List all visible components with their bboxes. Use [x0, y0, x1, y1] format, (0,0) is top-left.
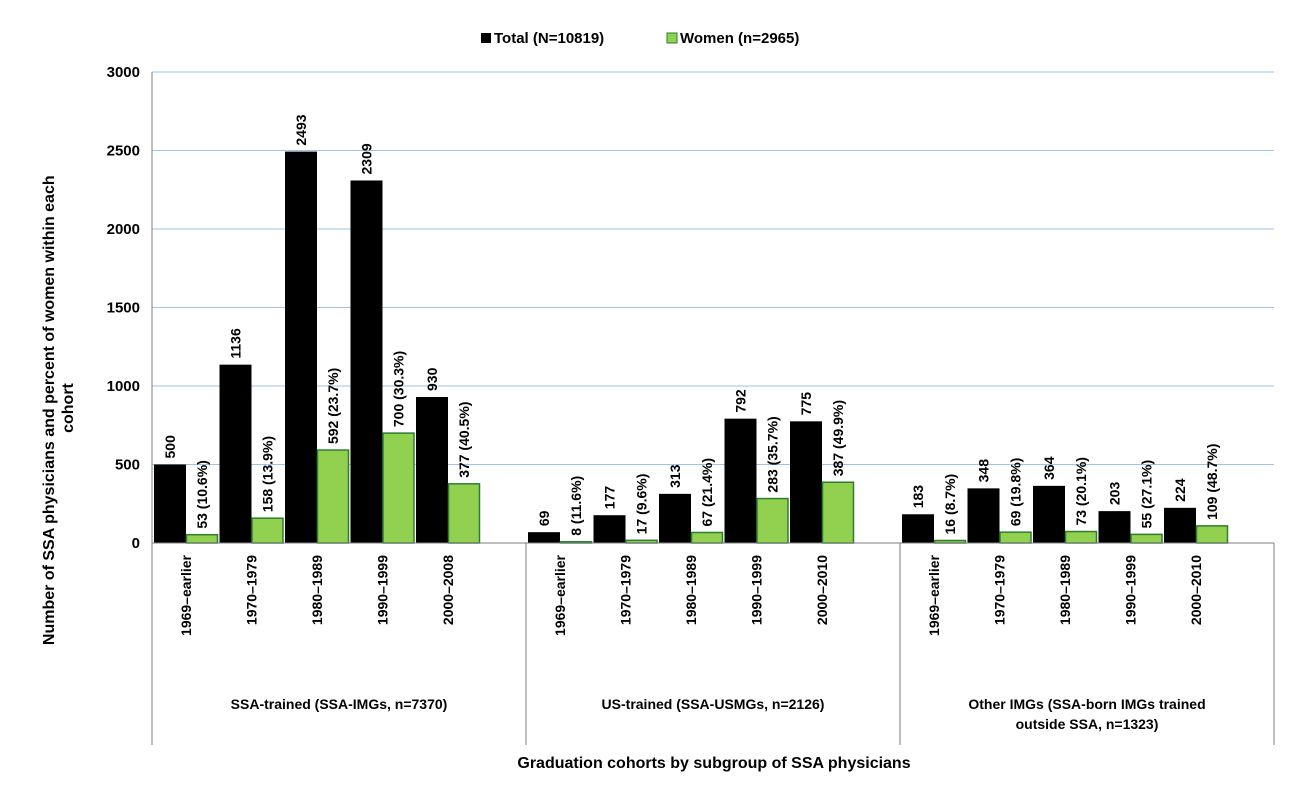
group-label: US-trained (SSA-USMGs, n=2126) — [602, 696, 825, 712]
bar-women — [1064, 530, 1098, 544]
bar-total — [1164, 507, 1196, 543]
bar-total — [285, 151, 317, 543]
data-label-women: 55 (27.1%) — [1139, 460, 1155, 528]
data-label-total: 177 — [602, 486, 618, 510]
x-tick-label: 2000–2010 — [814, 555, 830, 625]
legend-swatch-women — [666, 32, 678, 44]
data-label-women: 17 (9.6%) — [634, 474, 650, 535]
bar-women — [251, 517, 284, 544]
bar-total — [416, 396, 448, 543]
x-tick-label: 2000–2008 — [440, 555, 456, 625]
axes — [151, 72, 1275, 745]
x-tick-label: 1980–1989 — [309, 555, 325, 625]
data-label-women: 283 (35.7%) — [765, 416, 781, 492]
bar-women — [756, 497, 789, 544]
data-label-women: 109 (48.7%) — [1204, 444, 1220, 520]
y-tick-label: 500 — [115, 457, 140, 474]
bar-total — [1098, 511, 1131, 543]
x-tick-label: 1990–1999 — [375, 555, 391, 625]
x-tick-label: 1969–earlier — [552, 554, 568, 636]
y-axis-title-line-1: Number of SSA physicians and percent of … — [41, 175, 58, 645]
bar-women — [447, 483, 481, 544]
bar-total — [219, 364, 252, 543]
y-tick-label: 0 — [132, 535, 140, 552]
bar-women — [821, 481, 855, 544]
bars — [154, 151, 1229, 544]
data-label-women: 16 (8.7%) — [942, 474, 958, 535]
bar-women — [690, 531, 724, 544]
bar-total — [1033, 485, 1065, 543]
y-tick-label: 1000 — [107, 378, 140, 395]
data-label-total: 183 — [910, 485, 926, 509]
x-tick-label: 1970–1979 — [244, 555, 260, 625]
data-label-total: 313 — [667, 464, 683, 488]
bar-women — [1130, 533, 1163, 544]
x-tick-label: 2000–2010 — [1188, 555, 1204, 625]
data-label-women: 67 (21.4%) — [699, 458, 715, 526]
x-tick-label: 1990–1999 — [1123, 555, 1139, 625]
data-label-women: 73 (20.1%) — [1073, 457, 1089, 525]
y-tick-label: 1500 — [107, 300, 140, 317]
y-axis-title-line-2: cohort — [60, 382, 77, 432]
legend: Total (N=10819) Women (n=2965) — [481, 30, 799, 47]
bar-total — [967, 488, 1000, 543]
data-label-women: 8 (11.6%) — [568, 476, 584, 536]
data-label-total: 500 — [162, 435, 178, 459]
y-tick-label: 2000 — [107, 221, 140, 238]
gridlines — [152, 71, 1274, 465]
bar-women — [382, 432, 415, 544]
x-tick-label: 1980–1989 — [1057, 555, 1073, 625]
x-tick-label: 1969–earlier — [178, 554, 194, 636]
data-label-women: 387 (49.9%) — [830, 400, 846, 476]
labels: 0 500 1000 1500 2000 2500 3000 500 53 (10.6%) 196… — [107, 64, 1220, 732]
bar-women — [999, 531, 1032, 544]
data-label-total: 2309 — [359, 143, 375, 174]
data-label-women: 377 (40.5%) — [456, 402, 472, 478]
bar-women — [1195, 525, 1229, 544]
data-label-total: 775 — [798, 392, 814, 416]
x-axis-title: Graduation cohorts by subgroup of SSA ph… — [517, 755, 910, 772]
y-tick-label: 3000 — [107, 64, 140, 81]
bar-total — [659, 493, 691, 543]
bar-total — [902, 514, 934, 543]
data-label-women: 69 (19.8%) — [1008, 458, 1024, 526]
group-label: outside SSA, n=1323) — [1016, 716, 1159, 732]
data-label-total: 224 — [1172, 478, 1188, 502]
group-label: Other IMGs (SSA-born IMGs trained — [968, 696, 1205, 712]
data-label-women: 700 (30.3%) — [391, 351, 407, 427]
data-label-total: 930 — [424, 367, 440, 391]
data-label-total: 203 — [1107, 482, 1123, 506]
legend-swatch-total — [481, 33, 491, 43]
x-tick-label: 1970–1979 — [992, 555, 1008, 625]
data-label-total: 364 — [1041, 456, 1057, 480]
group-label: SSA-trained (SSA-IMGs, n=7370) — [231, 696, 448, 712]
data-label-total: 69 — [536, 510, 552, 526]
x-tick-label: 1990–1999 — [749, 555, 765, 625]
data-label-women: 53 (10.6%) — [194, 460, 210, 528]
bar-total — [154, 464, 186, 543]
x-tick-label: 1980–1989 — [683, 555, 699, 625]
x-tick-label: 1969–earlier — [926, 554, 942, 636]
data-label-total: 348 — [976, 459, 992, 483]
bar-total — [350, 180, 383, 543]
bar-women — [316, 449, 350, 544]
data-label-total: 1136 — [228, 328, 244, 359]
bar-women — [185, 533, 219, 544]
x-tick-label: 1970–1979 — [618, 555, 634, 625]
legend-label-total: Total (N=10819) — [494, 30, 604, 47]
bar-total — [790, 421, 822, 543]
bar-total — [724, 418, 757, 543]
data-label-women: 592 (23.7%) — [325, 368, 341, 444]
legend-label-women: Women (n=2965) — [680, 30, 799, 47]
data-label-women: 158 (13.9%) — [260, 436, 276, 512]
data-label-total: 2493 — [293, 114, 309, 145]
bar-total — [528, 532, 560, 543]
bar-total — [593, 515, 626, 543]
y-tick-label: 2500 — [107, 143, 140, 160]
data-label-total: 792 — [733, 389, 749, 413]
y-axis-title: Number of SSA physicians and percent of … — [41, 171, 77, 645]
